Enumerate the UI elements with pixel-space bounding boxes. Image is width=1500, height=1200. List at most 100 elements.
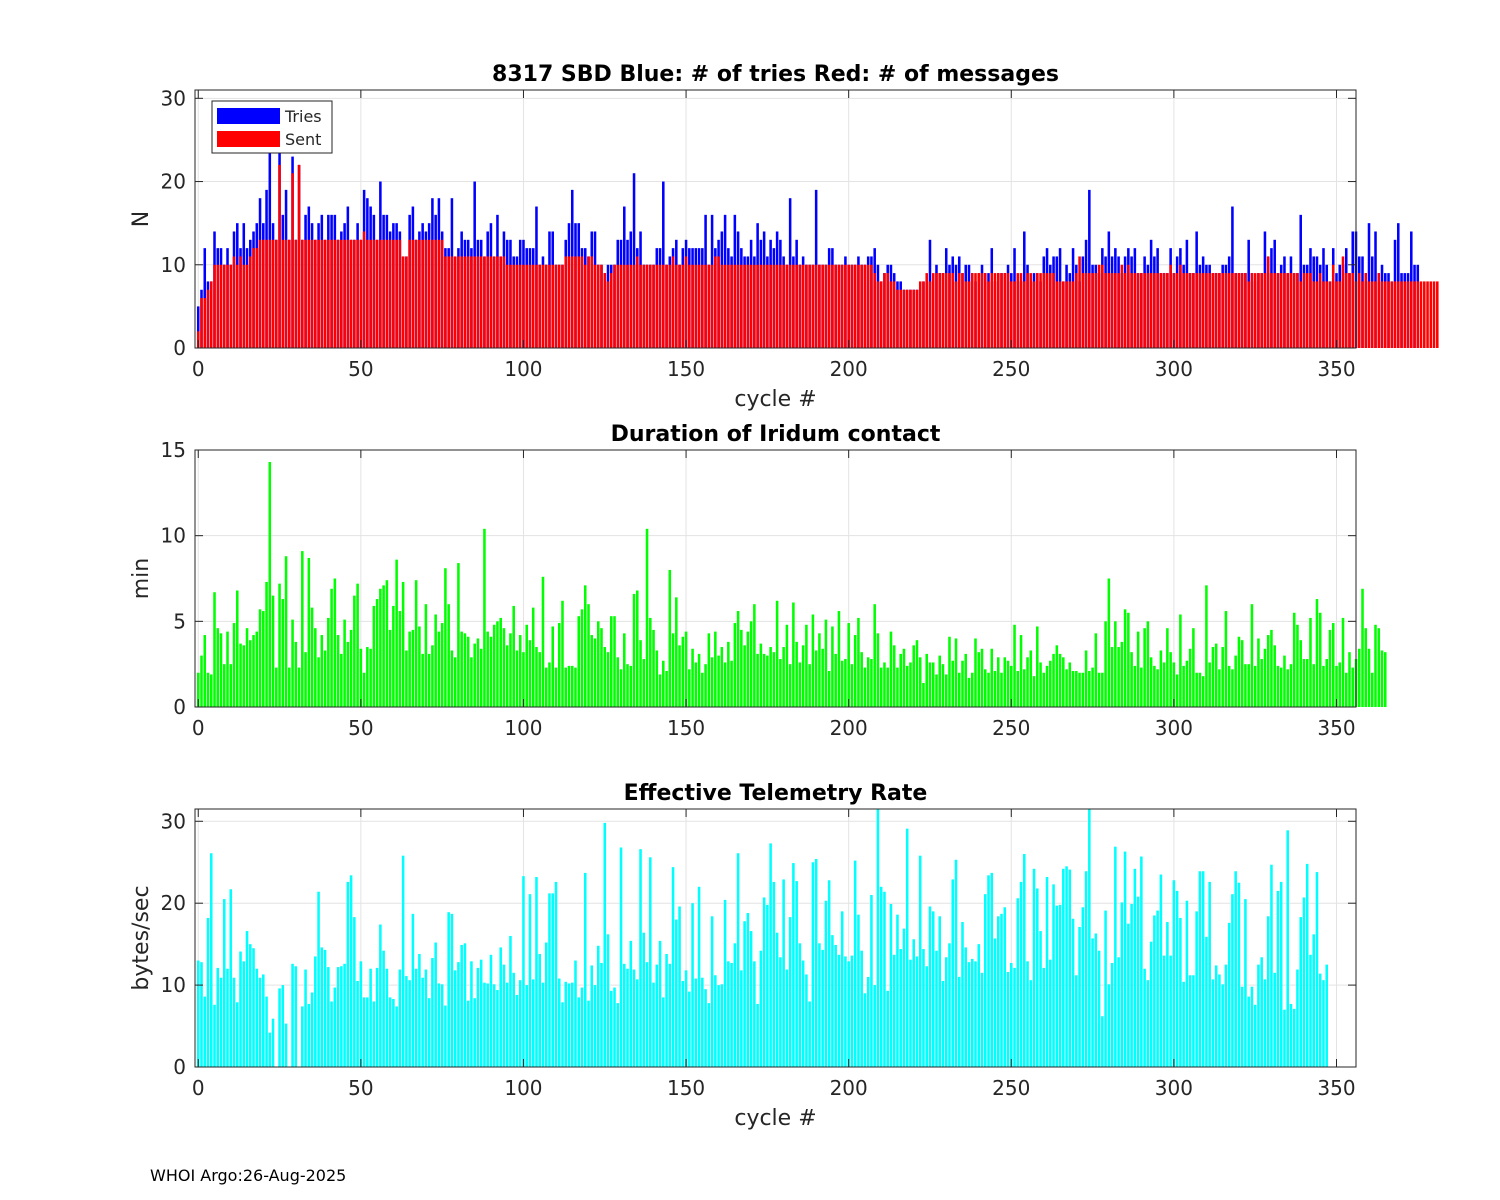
bar-sent	[1120, 264, 1124, 348]
bar-sent	[1042, 273, 1046, 348]
bar-duration	[561, 600, 564, 707]
bar-duration	[1224, 611, 1228, 707]
bar-duration	[1237, 636, 1241, 707]
bar-sent	[1296, 273, 1299, 348]
bar-rate	[1133, 868, 1137, 1067]
bar-rate	[847, 961, 850, 1067]
bar-rate	[1101, 1016, 1104, 1067]
bar-duration	[1201, 676, 1205, 707]
legend-label: Tries	[284, 107, 322, 126]
legend-swatch	[217, 108, 280, 124]
bar-duration	[1172, 662, 1176, 707]
bar-duration	[915, 640, 919, 707]
bar-rate	[232, 977, 236, 1067]
bar-rate	[873, 985, 876, 1067]
bar-rate	[808, 1001, 811, 1067]
bar-rate	[1234, 871, 1237, 1067]
bar-rate	[473, 998, 476, 1067]
bar-duration	[453, 657, 457, 707]
bar-duration	[512, 605, 515, 707]
bar-rate	[860, 950, 863, 1067]
bar-sent	[905, 289, 909, 348]
bar-duration	[1338, 662, 1342, 707]
bar-sent	[642, 264, 646, 348]
bar-duration	[935, 674, 938, 707]
bar-sent	[362, 231, 366, 348]
bar-duration	[1023, 669, 1026, 707]
bar-duration	[239, 643, 242, 707]
bar-sent	[245, 264, 249, 348]
bar-duration	[808, 664, 811, 707]
bar-duration	[557, 623, 561, 707]
bar-duration	[265, 581, 268, 707]
bar-duration	[866, 657, 870, 707]
bar-rate	[1279, 881, 1283, 1067]
bar-rate	[564, 981, 568, 1067]
bar-duration	[769, 647, 772, 707]
bar-sent	[561, 264, 564, 348]
bar-duration	[577, 616, 581, 707]
bar-sent	[580, 256, 584, 348]
bar-duration	[616, 657, 620, 707]
bar-duration	[356, 583, 359, 707]
bar-duration	[691, 648, 694, 707]
bar-duration	[681, 636, 685, 707]
bar-rate	[1315, 872, 1319, 1067]
bar-sent	[288, 239, 291, 348]
bar-duration	[343, 619, 346, 707]
bar-sent	[421, 239, 424, 348]
bar-rate	[954, 859, 958, 1067]
bar-duration	[1279, 667, 1283, 707]
bar-duration	[684, 631, 688, 707]
bar-rate	[1013, 967, 1016, 1067]
bar-rate	[688, 991, 691, 1067]
bar-duration	[701, 672, 704, 707]
bar-sent	[1052, 273, 1055, 348]
bar-rate	[1088, 809, 1091, 1067]
bar-duration	[1146, 621, 1150, 707]
bar-sent	[522, 264, 525, 348]
bar-rate	[740, 970, 743, 1067]
bar-rate	[850, 955, 854, 1067]
bar-sent	[883, 273, 886, 348]
bar-rate	[1253, 1004, 1257, 1067]
bar-rate	[824, 900, 828, 1067]
bar-sent	[1400, 281, 1403, 348]
x-tick-label: 350	[1317, 716, 1355, 740]
bar-duration	[1081, 672, 1085, 707]
bar-sent	[652, 264, 655, 348]
bar-sent	[1410, 281, 1413, 348]
bar-sent	[1023, 281, 1026, 348]
bar-sent	[1250, 273, 1254, 348]
bar-sent	[954, 281, 958, 348]
bar-rate	[307, 1003, 311, 1067]
bar-sent	[1266, 256, 1270, 348]
bar-duration	[359, 648, 363, 707]
bar-rate	[704, 989, 707, 1067]
bar-sent	[775, 264, 779, 348]
bar-sent	[629, 264, 633, 348]
bar-sent	[496, 256, 499, 348]
series-sent	[196, 164, 1439, 348]
bar-sent	[275, 239, 278, 348]
bar-rate	[554, 881, 558, 1067]
bar-duration	[1055, 645, 1059, 707]
bar-sent	[749, 264, 753, 348]
y-tick-label: 10	[161, 973, 186, 997]
chart-title: Duration of Iridum contact	[611, 422, 941, 447]
bar-rate	[909, 959, 912, 1067]
bar-rate	[518, 980, 522, 1067]
bar-rate	[265, 996, 268, 1067]
bar-sent	[727, 264, 730, 348]
bar-rate	[262, 974, 265, 1067]
bar-rate	[398, 969, 402, 1067]
bar-rate	[1244, 899, 1247, 1067]
bar-duration	[1166, 628, 1169, 707]
bar-duration	[492, 624, 496, 707]
bar-duration	[421, 653, 424, 707]
bar-duration	[1052, 653, 1055, 707]
bar-rate	[1071, 918, 1075, 1067]
bar-duration	[301, 551, 304, 707]
bar-sent	[678, 264, 681, 348]
bar-sent	[1016, 273, 1020, 348]
